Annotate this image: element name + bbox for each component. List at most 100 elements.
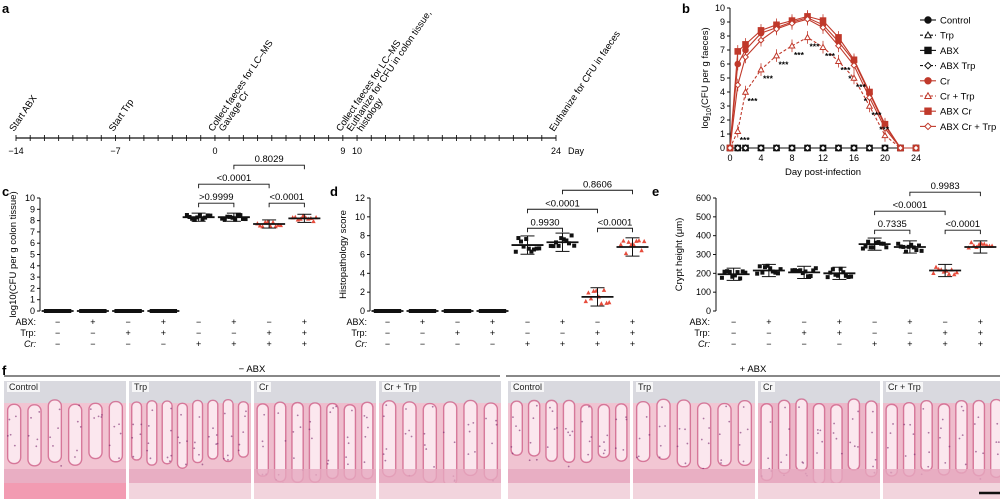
nucleus [74,456,76,458]
data-point [636,238,642,243]
nucleus [119,432,122,435]
nucleus [38,411,41,413]
data-point [607,300,612,305]
nucleus [964,463,967,466]
significance-marker: *** [763,74,774,84]
timeline-event-label: Euthanize for CFU in colon tissue, [345,8,434,133]
nucleus [528,459,531,462]
series-marker [726,144,734,152]
data-point [795,268,800,273]
p-value-label: 0.7335 [878,219,907,230]
nucleus [467,423,470,426]
significance-marker: *** [740,135,751,145]
data-point [727,269,732,274]
nucleus [564,427,567,430]
nucleus [201,463,204,466]
nucleus [816,452,818,454]
series-marker [757,27,765,34]
y-tick-label: 300 [696,250,711,260]
data-point [273,224,278,229]
histology-label: Trp [132,382,150,392]
data-point [768,266,773,271]
crypt [176,402,188,469]
histology-label: Control [7,382,41,392]
nucleus [139,433,142,436]
nucleus [742,406,745,408]
nucleus [198,453,200,456]
nucleus [79,425,82,428]
submucosa-layer [4,469,126,483]
factor-sign: − [766,339,771,349]
p-value-label: 0.9983 [931,181,960,192]
submucosa-layer [883,469,1000,483]
factor-sign: + [872,339,877,349]
nucleus [284,439,287,442]
data-point [551,244,556,249]
y-tick-label: 8 [720,31,725,41]
series-marker [803,144,812,152]
legend-label: Control [940,16,971,27]
lumen-background [633,381,755,403]
crypt [635,401,651,463]
factor-sign: + [942,339,947,349]
nucleus [30,416,32,419]
data-point [841,270,846,275]
nucleus [433,466,435,468]
data-point [519,239,523,244]
nucleus [603,441,605,443]
nucleus [363,461,366,464]
factor-sign: + [907,339,912,349]
data-point [623,250,629,256]
nucleus [684,428,686,431]
data-point [243,217,248,222]
series-marker [819,144,827,152]
nucleus [472,422,475,424]
significance-marker: *** [825,51,836,61]
nucleus [535,404,538,407]
data-point [919,248,924,253]
legend-label: ABX [940,46,960,57]
series-marker [896,144,905,152]
nucleus [588,405,590,408]
submucosa-layer [508,469,630,483]
legend-label: ABX Trp [940,61,975,72]
factor-label: Trp: [694,328,710,338]
series-marker [734,48,742,55]
factor-sign: + [595,328,600,338]
series-marker [741,144,750,152]
factor-sign: + [525,339,530,349]
nucleus [346,436,349,439]
nucleus [149,457,152,460]
y-tick-label: 10 [715,3,725,13]
data-point [559,236,564,241]
factor-sign: + [490,317,495,327]
nucleus [485,417,487,420]
factor-sign: − [420,339,425,349]
data-point [725,269,730,274]
crypt [47,399,63,463]
nucleus [180,413,182,416]
nucleus [227,458,229,461]
crypt [656,398,671,460]
histology-drawing [633,381,755,499]
data-point [532,247,536,252]
factor-sign: − [90,328,95,338]
data-point [572,243,577,248]
nucleus [467,453,470,456]
factor-sign: + [125,328,130,338]
data-point [773,270,778,275]
data-point [871,245,876,250]
data-point [849,274,854,279]
p-value-label: <0.0001 [945,219,980,230]
histology-image: Cr + Trp [379,381,501,499]
data-point [836,273,841,278]
significance-marker: * [848,74,852,84]
nucleus [405,408,407,410]
y-tick-label: 9 [720,17,725,27]
data-point [583,298,588,304]
series-marker [772,25,781,33]
factor-sign: + [801,328,806,338]
nucleus [76,449,78,452]
comparison-bracket [198,202,235,208]
nucleus [832,432,835,434]
